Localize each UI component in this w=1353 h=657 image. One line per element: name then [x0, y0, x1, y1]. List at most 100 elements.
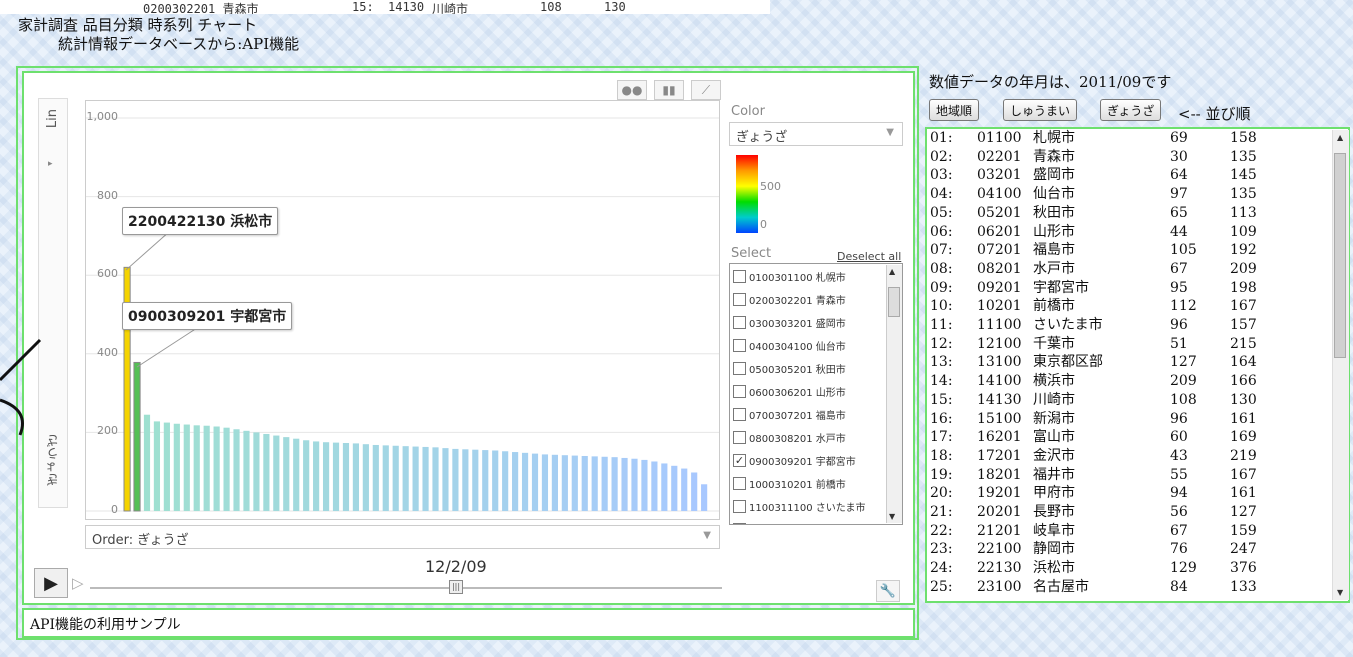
bar[interactable]	[273, 435, 280, 511]
sort-region-button[interactable]: 地域順	[929, 99, 980, 121]
bar[interactable]	[243, 430, 250, 511]
bar[interactable]	[173, 423, 180, 511]
select-checkbox[interactable]	[733, 292, 746, 306]
bar[interactable]	[561, 455, 568, 511]
select-checkbox[interactable]	[733, 384, 746, 398]
bar[interactable]	[591, 456, 598, 511]
select-checkbox[interactable]	[733, 522, 746, 524]
bar[interactable]	[551, 454, 558, 511]
play-button[interactable]: ▶	[34, 568, 68, 598]
select-checkbox[interactable]: ✓	[733, 453, 746, 467]
bar[interactable]	[631, 458, 638, 511]
select-checkbox[interactable]	[733, 361, 746, 375]
bar[interactable]	[223, 427, 230, 511]
bar[interactable]	[462, 449, 469, 511]
step-icon[interactable]: ▷	[72, 574, 84, 592]
bar[interactable]	[641, 459, 648, 511]
bar[interactable]	[701, 484, 708, 511]
bar[interactable]	[352, 443, 359, 511]
bar[interactable]	[512, 452, 519, 511]
bar[interactable]	[531, 453, 539, 511]
bar[interactable]	[203, 425, 210, 511]
bar[interactable]	[233, 429, 240, 511]
bar[interactable]	[432, 447, 439, 511]
color-select[interactable]: ぎょうざ ▼	[729, 122, 903, 146]
select-item[interactable]: 1100311100 さいたま市	[733, 497, 866, 515]
select-item[interactable]: 1000310201 前橋市	[733, 474, 846, 492]
select-list[interactable]: 0100301100 札幌市 0200302201 青森市 0300303201 盛…	[729, 263, 903, 525]
bar[interactable]	[581, 455, 588, 511]
settings-wrench-button[interactable]: 🔧	[876, 580, 900, 602]
select-checkbox[interactable]	[733, 338, 746, 352]
timeline-track[interactable]	[90, 587, 722, 589]
timeline-thumb[interactable]: |||	[449, 580, 463, 594]
bar[interactable]	[342, 443, 350, 511]
scroll-down-icon[interactable]: ▼	[1337, 588, 1344, 597]
scroll-up-icon[interactable]: ▲	[889, 267, 896, 276]
bubble-mode-button[interactable]: ●●	[617, 80, 647, 100]
bar[interactable]	[651, 461, 658, 511]
bar[interactable]	[193, 425, 200, 511]
bar[interactable]	[153, 421, 161, 511]
bar[interactable]	[392, 445, 399, 511]
bar[interactable]	[571, 455, 578, 511]
bar[interactable]	[183, 424, 190, 511]
select-item[interactable]: 0300303201 盛岡市	[733, 313, 846, 331]
bar[interactable]	[452, 448, 459, 511]
city-list-scroll-thumb[interactable]	[1334, 153, 1346, 358]
scroll-up-icon[interactable]: ▲	[1337, 133, 1344, 142]
select-checkbox[interactable]	[733, 407, 746, 421]
bar[interactable]	[362, 444, 369, 511]
bar[interactable]	[521, 452, 529, 511]
select-item[interactable]: 0800308201 水戸市	[733, 428, 846, 446]
select-checkbox[interactable]	[733, 499, 746, 513]
y-axis-panel[interactable]: Lin ▸ ぎょうざ	[38, 98, 68, 508]
bar[interactable]	[382, 445, 389, 511]
line-mode-button[interactable]: ⟋	[691, 80, 721, 100]
bar[interactable]	[263, 433, 270, 511]
bar[interactable]	[412, 446, 419, 511]
select-item[interactable]: 1200312100 千葉市	[733, 520, 846, 524]
bar-mode-button[interactable]: ▮▮	[654, 80, 684, 100]
select-item[interactable]: 0500305201 秋田市	[733, 359, 846, 377]
bar[interactable]	[472, 449, 479, 511]
bar[interactable]	[492, 450, 499, 511]
select-item[interactable]: ✓ 0900309201 宇都宮市	[733, 451, 856, 469]
bar[interactable]	[253, 432, 260, 511]
select-checkbox[interactable]	[733, 430, 746, 444]
bar[interactable]	[372, 444, 379, 511]
bar[interactable]	[123, 266, 131, 512]
bar[interactable]	[402, 446, 409, 511]
select-list-scroll-thumb[interactable]	[888, 287, 900, 317]
scroll-down-icon[interactable]: ▼	[889, 512, 896, 521]
bar[interactable]	[422, 446, 429, 511]
deselect-all-link[interactable]: Deselect all	[837, 250, 902, 263]
bar[interactable]	[661, 463, 668, 511]
bar[interactable]	[322, 442, 330, 511]
select-item[interactable]: 0200302201 青森市	[733, 290, 846, 308]
bar[interactable]	[681, 468, 688, 511]
bar[interactable]	[442, 448, 449, 511]
bar[interactable]	[502, 451, 509, 511]
bar[interactable]	[293, 438, 300, 511]
tooltip-utsunomiya[interactable]: 0900309201 宇都宮市	[122, 302, 293, 330]
sort-shumai-button[interactable]: しゅうまい	[1003, 99, 1078, 121]
bar[interactable]	[143, 414, 151, 511]
tooltip-hamamatsu[interactable]: 2200422130 浜松市	[122, 207, 279, 235]
bar[interactable]	[671, 465, 678, 511]
bar[interactable]	[621, 457, 628, 511]
bar[interactable]	[283, 437, 290, 511]
select-list-scrollbar[interactable]: ▲ ▼	[886, 265, 902, 523]
sort-gyoza-button[interactable]: ぎょうざ	[1100, 99, 1162, 121]
select-checkbox[interactable]	[733, 269, 746, 283]
select-checkbox[interactable]	[733, 476, 746, 490]
bar[interactable]	[691, 472, 698, 511]
select-item[interactable]: 0700307201 福島市	[733, 405, 846, 423]
bar[interactable]	[303, 440, 310, 511]
bar[interactable]	[313, 441, 320, 511]
bar[interactable]	[163, 422, 170, 511]
bar[interactable]	[611, 457, 618, 511]
bar[interactable]	[133, 361, 141, 512]
select-item[interactable]: 0600306201 山形市	[733, 382, 846, 400]
order-select[interactable]: Order: ぎょうざ ▼	[85, 525, 720, 549]
